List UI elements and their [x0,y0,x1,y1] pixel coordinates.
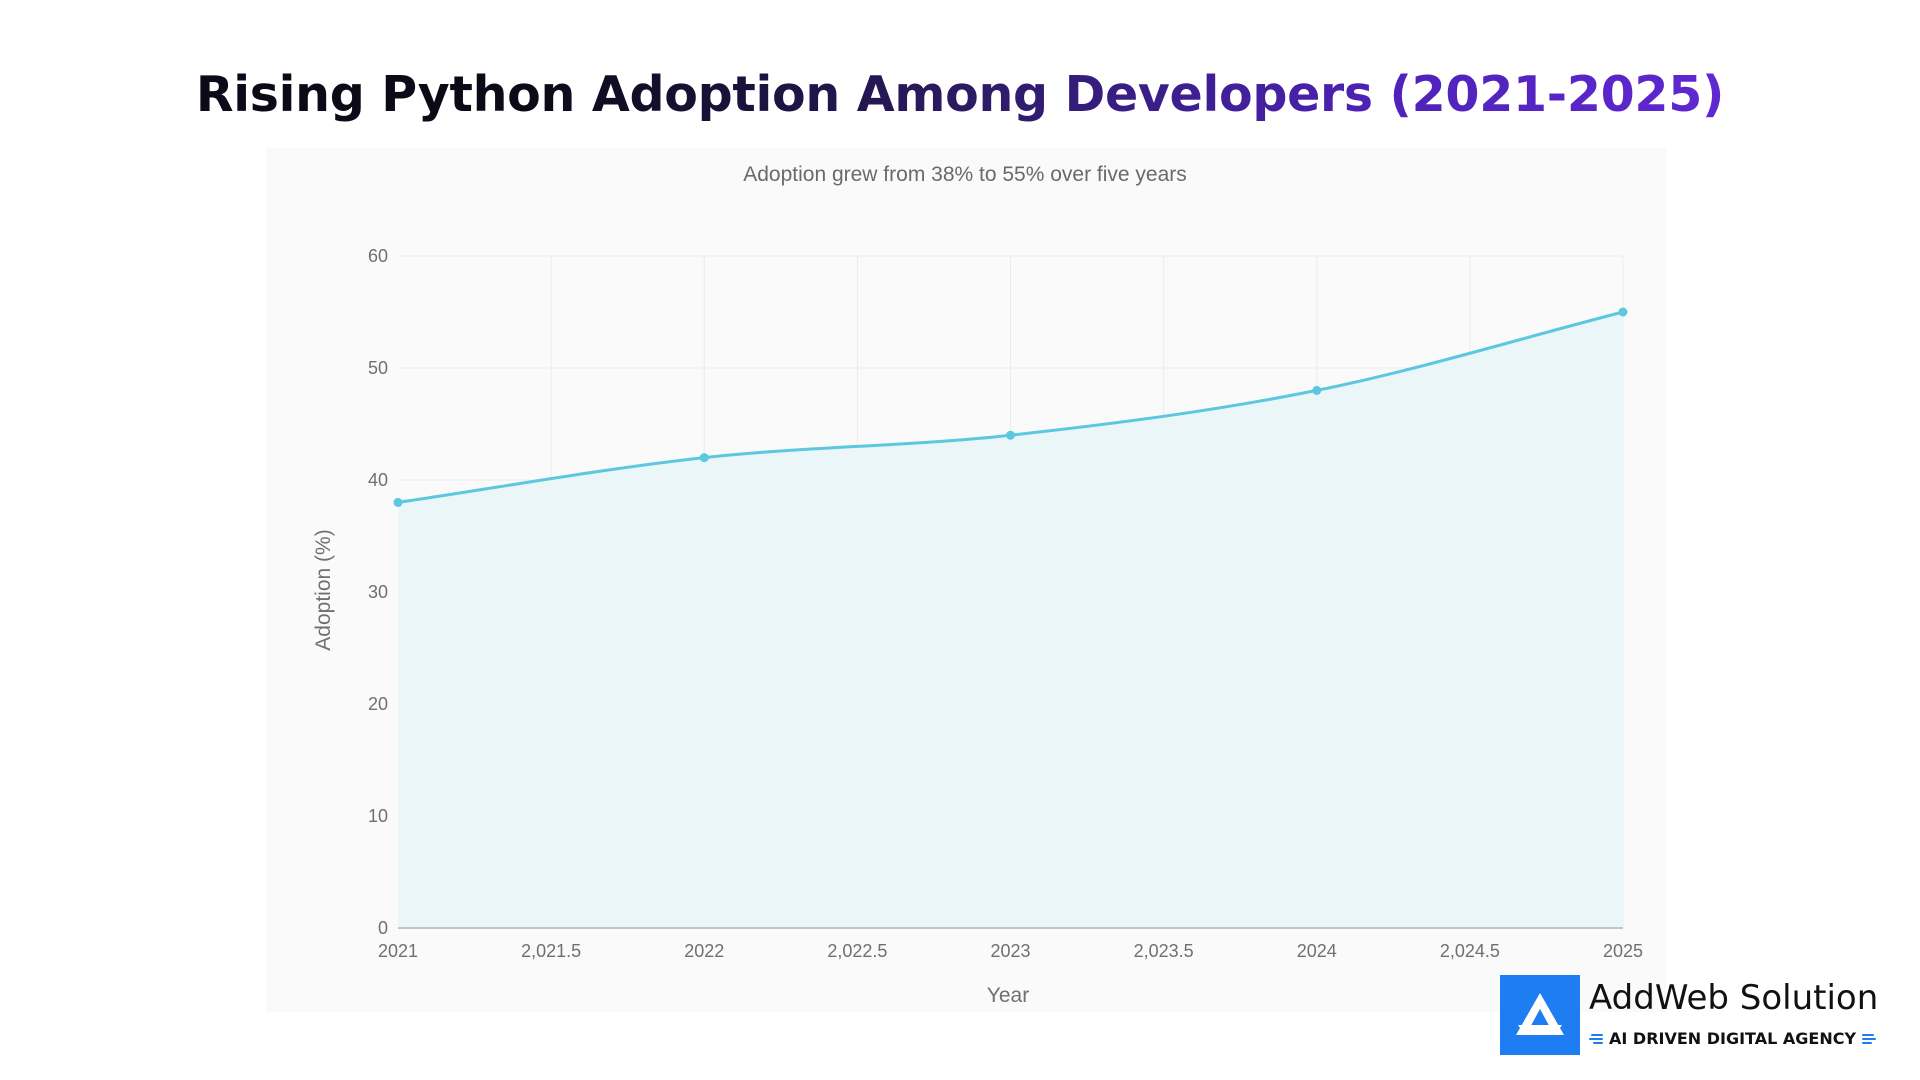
brand-tagline-row: AI DRIVEN DIGITAL AGENCY [1589,1027,1877,1051]
y-axis-title: Adoption (%) [312,529,335,650]
x-tick-label: 2,021.5 [521,941,581,961]
y-tick-label: 60 [368,246,388,266]
chart-subtitle: Adoption grew from 38% to 55% over five … [743,163,1187,186]
x-tick-label: 2023 [990,941,1030,961]
x-tick-label: 2022 [684,941,724,961]
y-axis-ticks: 0 10 20 30 40 50 60 [368,246,388,938]
x-tick-label: 2,023.5 [1134,941,1194,961]
y-tick-label: 50 [368,358,388,378]
y-tick-label: 0 [378,918,388,938]
speed-lines-icon [1860,1032,1877,1046]
page-title: Rising Python Adoption Among Developers … [0,60,1920,130]
y-tick-label: 30 [368,582,388,602]
area-fill [398,312,1623,928]
data-point [393,497,403,507]
brand-badge: AddWeb Solution AI DRIVEN DIGITAL AGENCY [1500,975,1910,1057]
x-tick-label: 2025 [1603,941,1643,961]
data-point [699,453,709,463]
x-tick-label: 2,022.5 [827,941,887,961]
x-tick-label: 2024 [1297,941,1337,961]
y-tick-label: 40 [368,470,388,490]
x-axis-title: Year [987,984,1029,1007]
data-point [1006,430,1015,440]
x-tick-label: 2021 [378,941,418,961]
x-tick-label: 2,024.5 [1440,941,1500,961]
y-tick-label: 10 [368,806,388,826]
data-point [1312,385,1322,395]
brand-name: AddWeb Solution [1589,978,1879,1018]
speed-lines-icon [1589,1032,1605,1046]
data-point [1618,307,1628,317]
y-tick-label: 20 [368,694,388,714]
x-axis-ticks: 2021 2,021.5 2022 2,022.5 2023 2,023.5 2024 2,0… [378,941,1643,961]
data-points [393,307,1628,507]
brand-tagline: AI DRIVEN DIGITAL AGENCY [1609,1029,1857,1048]
addweb-logo-icon [1500,975,1580,1055]
